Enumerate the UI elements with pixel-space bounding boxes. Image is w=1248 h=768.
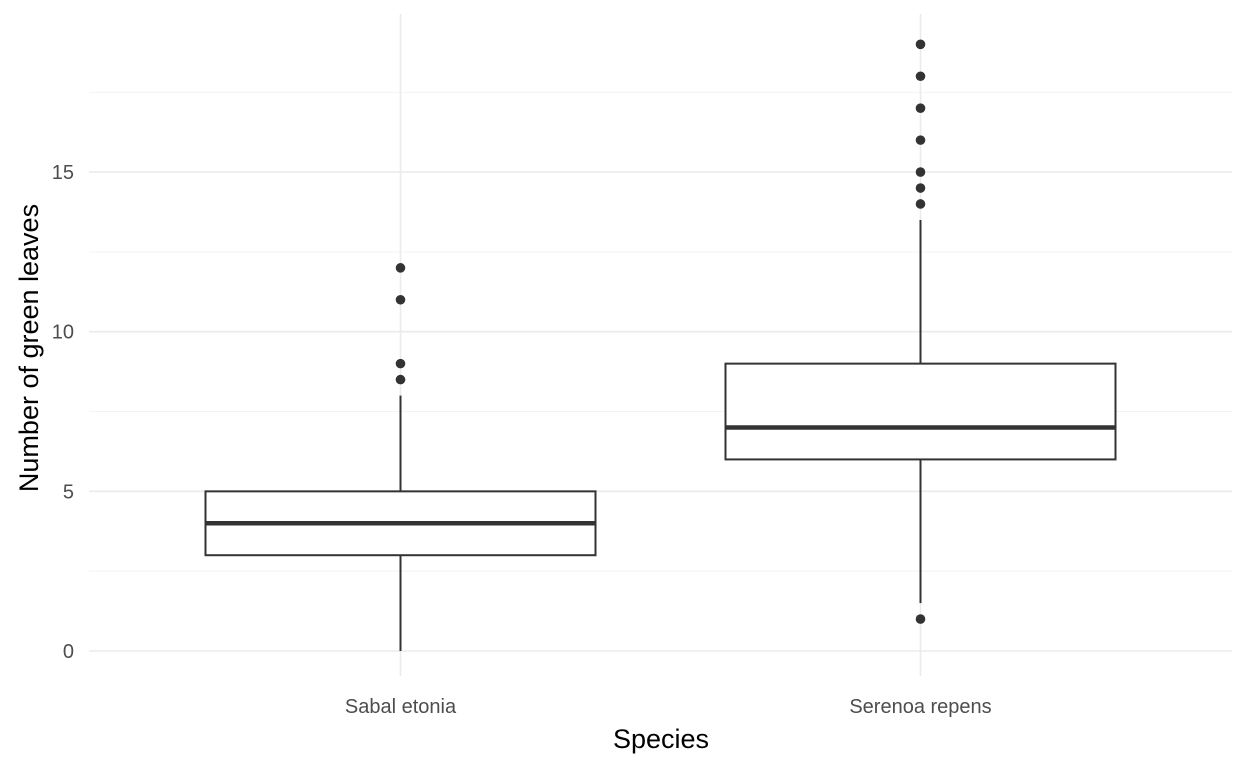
iqr-box	[724, 362, 1117, 461]
outlier-point	[395, 263, 406, 273]
outlier-point	[395, 358, 406, 369]
x-tick-label: Serenoa repens	[849, 696, 991, 718]
outlier-point	[915, 135, 926, 145]
y-axis-title: Number of green leaves	[14, 204, 44, 492]
box-2	[724, 39, 1117, 624]
tick-label-layer: 0 5 10 15 Sabal etonia Serenoa repens	[52, 162, 992, 718]
outlier-point	[915, 614, 926, 624]
outlier-point	[915, 167, 926, 177]
grid-layer	[89, 14, 1232, 676]
outlier-point	[915, 71, 926, 82]
outlier-point	[395, 374, 406, 385]
x-tick-label: Sabal etonia	[345, 696, 457, 718]
box-1	[204, 263, 597, 651]
outlier-point	[395, 294, 406, 305]
outlier-point	[915, 103, 926, 113]
box-layer	[204, 39, 1117, 651]
y-tick-label: 15	[52, 162, 74, 184]
y-tick-label: 10	[52, 322, 74, 344]
x-axis-title: Species	[613, 724, 709, 754]
outlier-point	[915, 199, 926, 209]
outlier-point	[915, 183, 926, 193]
y-tick-label: 5	[63, 481, 74, 503]
outlier-point	[915, 39, 926, 50]
y-tick-label: 0	[63, 641, 74, 663]
